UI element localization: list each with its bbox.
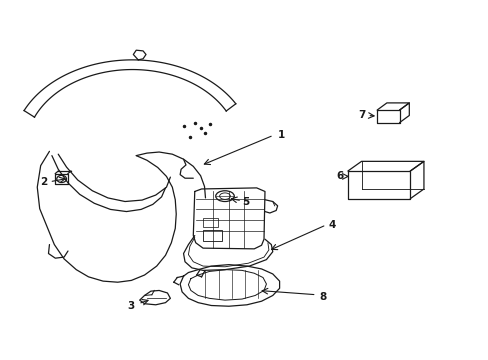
Text: 6: 6 [335, 171, 343, 181]
Bar [203, 230, 221, 241]
Text: 5: 5 [242, 197, 249, 207]
Text: 7: 7 [357, 111, 365, 121]
Text: 2: 2 [40, 177, 47, 187]
Text: 4: 4 [328, 220, 335, 230]
Text: 8: 8 [318, 292, 325, 302]
Text: 1: 1 [277, 130, 284, 140]
Bar [203, 218, 217, 226]
Text: 3: 3 [127, 301, 135, 311]
